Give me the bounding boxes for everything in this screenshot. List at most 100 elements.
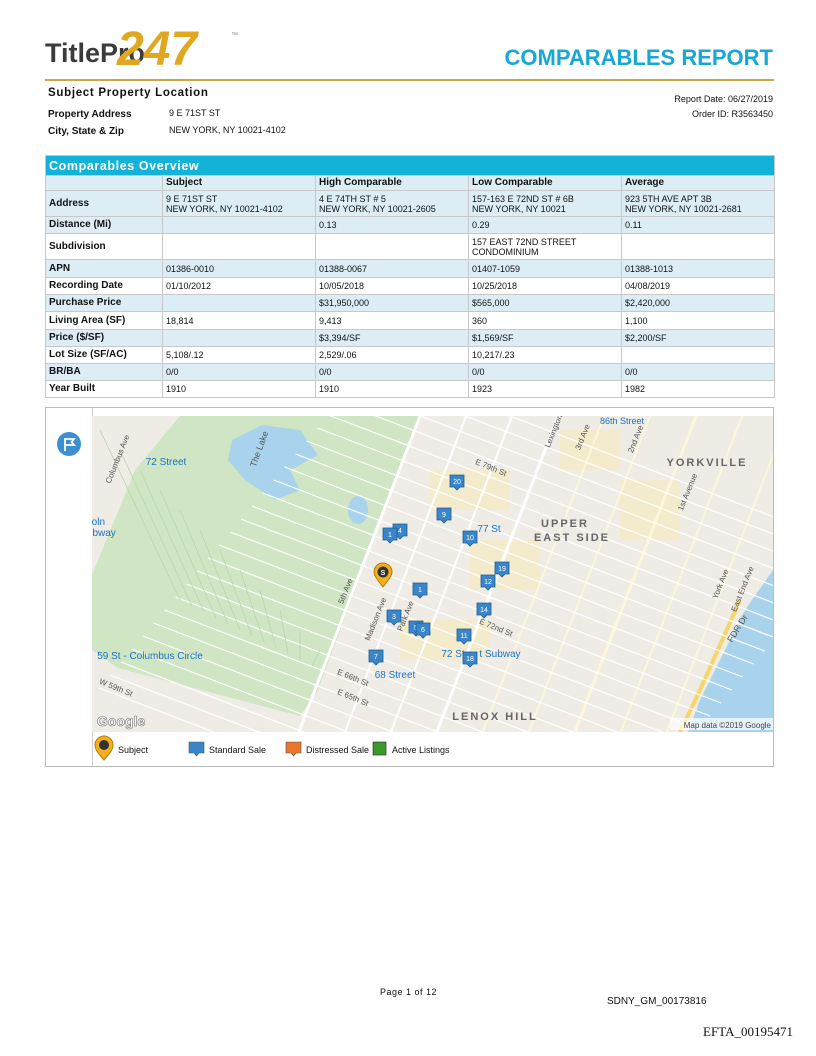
park-path xyxy=(159,489,217,619)
cell-line: NEW YORK, NY 10021 xyxy=(472,203,566,214)
field-label: City, State & Zip xyxy=(48,126,124,137)
reservoir xyxy=(348,496,368,524)
map-label: t Subway xyxy=(479,649,520,660)
marker-number: 4 xyxy=(398,528,402,535)
header-cell xyxy=(45,175,163,191)
marker-shape xyxy=(436,507,452,524)
table-cell: 0/0 xyxy=(315,363,469,381)
marker-number: 9 xyxy=(442,512,446,519)
table-cell: 1982 xyxy=(621,380,775,398)
legend-icon xyxy=(372,741,387,756)
cell-line: NEW YORK, NY 10021-4102 xyxy=(166,203,283,214)
row-label: BR/BA xyxy=(45,363,163,381)
marker-number: 3 xyxy=(392,614,396,621)
logo-number: 247 xyxy=(117,23,198,76)
table-row: Subdivision 157 EAST 72ND STREET CONDOMINI… xyxy=(45,233,775,260)
empty-cell xyxy=(621,233,775,260)
table-cell: 01388-0067 xyxy=(315,259,469,278)
park-path xyxy=(139,469,205,613)
marker-shape xyxy=(456,628,472,645)
table-cell: $31,950,000 xyxy=(315,294,469,312)
marker-number: 12 xyxy=(484,579,492,586)
marker-shape xyxy=(462,530,478,547)
map-label: LENOX HILL xyxy=(452,711,537,723)
table-cell: 9,413 xyxy=(315,311,469,330)
park-path xyxy=(199,529,241,631)
subject-heading: Subject Property Location xyxy=(48,87,209,99)
cell-line: NEW YORK, NY 10021-2681 xyxy=(625,203,742,214)
row-label: Living Area (SF) xyxy=(45,311,163,330)
sale-marker: 9 xyxy=(436,507,452,524)
marker-number: 10 xyxy=(466,535,474,542)
sale-marker: 1 xyxy=(412,582,428,599)
row-label: Price ($/SF) xyxy=(45,329,163,347)
row-label: Subdivision xyxy=(45,233,163,260)
empty-cell xyxy=(162,216,316,234)
marker-number: 1 xyxy=(388,532,392,539)
google-logo: Google xyxy=(97,713,145,729)
table-cell: 5,108/.12 xyxy=(162,346,316,364)
marker-number: 14 xyxy=(480,607,488,614)
row-label: Year Built xyxy=(45,380,163,398)
cell-line: 9 E 71ST ST xyxy=(166,193,218,204)
marker-number: 1 xyxy=(418,587,422,594)
block xyxy=(620,480,680,540)
sale-marker: 20 xyxy=(449,474,465,491)
sale-marker: 18 xyxy=(462,651,478,668)
table-cell: 4 E 74TH ST # 5 NEW YORK, NY 10021-2605 xyxy=(315,190,469,217)
legend-icon xyxy=(188,741,205,757)
table-cell: 1910 xyxy=(315,380,469,398)
table-cell: 01388-1013 xyxy=(621,259,775,278)
street xyxy=(109,674,261,732)
legend-label: Distressed Sale xyxy=(306,745,369,755)
row-label: Recording Date xyxy=(45,277,163,295)
marker-shape xyxy=(494,561,510,578)
field-label: Property Address xyxy=(48,109,132,120)
table-cell: $1,569/SF xyxy=(468,329,622,347)
sale-marker: 7 xyxy=(368,649,384,666)
park-path xyxy=(119,449,193,607)
street xyxy=(207,557,664,732)
map: 86th Street 72 Street YORKVILLE St - Lincol… xyxy=(92,416,773,732)
table-cell: $565,000 xyxy=(468,294,622,312)
empty-cell xyxy=(162,233,316,260)
street xyxy=(164,609,485,732)
table-cell: 9 E 71ST ST NEW YORK, NY 10021-4102 xyxy=(162,190,316,217)
street xyxy=(142,635,395,732)
table-cell: 0.13 xyxy=(315,216,469,234)
table-cell: 10/25/2018 xyxy=(468,277,622,295)
table-cell: 0.11 xyxy=(621,216,775,234)
page-number: Page 1 of 12 xyxy=(380,987,438,997)
table-cell: 1910 xyxy=(162,380,316,398)
table-cell: 1923 xyxy=(468,380,622,398)
street xyxy=(418,416,773,552)
lake xyxy=(228,425,318,500)
row-label: Lot Size (SF/AC) xyxy=(45,346,163,364)
marker-number: 11 xyxy=(460,633,467,640)
street xyxy=(374,416,773,569)
table-cell: 2,529/.06 xyxy=(315,346,469,364)
avenue xyxy=(297,416,422,732)
empty-cell xyxy=(621,346,775,364)
avenue xyxy=(389,416,514,732)
street xyxy=(463,416,773,535)
map-label: nter Subway xyxy=(92,528,116,539)
order-id: Order ID: R3563450 xyxy=(691,109,773,119)
table-row: Living Area (SF) 18,814 9,413 360 1,100 xyxy=(45,311,775,330)
street xyxy=(295,453,773,638)
street xyxy=(508,416,773,518)
cell-line: 923 5TH AVE APT 3B xyxy=(625,193,712,204)
row-label: Distance (Mi) xyxy=(45,216,163,234)
empty-cell xyxy=(315,233,469,260)
park-path xyxy=(99,429,181,601)
table-cell: $2,420,000 xyxy=(621,294,775,312)
avenue xyxy=(435,416,560,732)
marker-number: 19 xyxy=(498,566,506,573)
attribution: Map data ©2019 Google xyxy=(684,721,772,730)
header-rule xyxy=(45,79,774,81)
pin-center xyxy=(377,566,389,578)
street xyxy=(197,570,619,732)
street xyxy=(229,531,711,717)
table-cell: 10,217/.23 xyxy=(468,346,622,364)
